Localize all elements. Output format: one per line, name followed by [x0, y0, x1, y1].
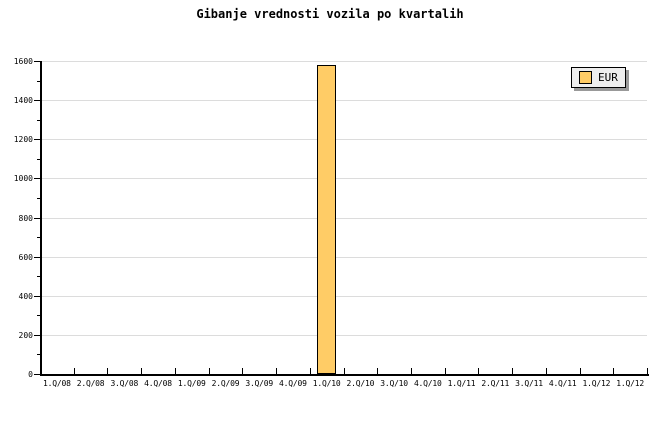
x-tick-13	[478, 368, 480, 374]
y-tick-major-1600	[34, 61, 40, 62]
x-axis-line	[40, 374, 649, 376]
x-tick-label-13: 2.Q/11	[481, 379, 510, 388]
y-tick-major-1400	[34, 100, 40, 102]
y-tick-major-800	[34, 217, 40, 219]
y-tick-label-1200: 1200	[13, 135, 33, 145]
gridline-y400	[42, 295, 647, 297]
x-tick-label-15: 4.Q/11	[548, 379, 577, 388]
gridline-y1600	[42, 61, 647, 62]
x-tick-label-14: 3.Q/11	[515, 379, 543, 388]
x-tick-label-10: 3.Q/10	[380, 379, 408, 388]
x-tick-7	[276, 368, 278, 374]
x-tick-label-0: 1.Q/08	[43, 379, 71, 388]
y-tick-minor-1500	[37, 80, 40, 82]
y-tick-major-400	[34, 295, 40, 297]
legend: EUR	[571, 67, 626, 88]
y-tick-major-600	[34, 256, 40, 258]
x-tick-label-7: 4.Q/09	[279, 379, 307, 388]
x-tick-17	[613, 368, 615, 374]
x-tick-8	[309, 368, 311, 374]
y-tick-minor-300	[37, 315, 40, 317]
x-tick-2	[107, 368, 109, 374]
gridline-y200	[42, 334, 647, 336]
y-axis-line	[40, 61, 42, 376]
y-tick-label-1400: 1400	[13, 96, 33, 106]
legend-label-eur: EUR	[598, 70, 618, 84]
gridline-y600	[42, 256, 647, 258]
gridline-y1000	[42, 178, 647, 180]
x-tick-6	[242, 368, 244, 374]
x-tick-label-11: 4.Q/10	[413, 379, 442, 388]
y-tick-minor-100	[37, 354, 40, 356]
x-tick-label-4: 1.Q/09	[177, 379, 206, 388]
x-tick-12	[444, 368, 446, 374]
y-tick-label-200: 200	[18, 330, 33, 340]
y-tick-label-1600: 1600	[13, 57, 33, 66]
x-tick-label-12: 1.Q/11	[447, 379, 476, 388]
x-tick-14	[512, 368, 514, 374]
x-tick-label-6: 3.Q/09	[245, 379, 274, 388]
x-tick-label-16: 1.Q/12	[582, 379, 611, 388]
y-tick-minor-900	[37, 197, 40, 199]
x-tick-label-2: 3.Q/08	[110, 379, 139, 388]
y-tick-major-1000	[34, 178, 40, 180]
x-tick-1	[73, 368, 75, 374]
gridline-y1400	[42, 100, 647, 102]
x-tick-3	[141, 368, 143, 374]
x-tick-18	[647, 368, 648, 374]
x-tick-5	[208, 368, 210, 374]
x-tick-10	[377, 368, 379, 374]
x-tick-16	[579, 368, 581, 374]
y-tick-label-0: 0	[28, 370, 33, 379]
y-tick-minor-1100	[37, 158, 40, 160]
bar-1q10	[317, 64, 337, 374]
y-tick-minor-700	[37, 237, 40, 239]
gridline-y800	[42, 217, 647, 219]
y-tick-minor-1300	[37, 119, 40, 121]
chart-title: Gibanje vrednosti vozila po kvartalih	[196, 7, 464, 21]
y-tick-label-800: 800	[18, 213, 33, 223]
x-tick-11	[410, 368, 412, 374]
x-tick-label-5: 2.Q/09	[211, 379, 240, 388]
x-tick-label-9: 2.Q/10	[346, 379, 375, 388]
legend-swatch-eur	[579, 71, 592, 84]
y-tick-major-0	[34, 374, 40, 375]
y-tick-label-400: 400	[18, 291, 33, 301]
y-tick-label-600: 600	[18, 252, 33, 262]
x-tick-4	[174, 368, 176, 374]
x-tick-15	[545, 368, 547, 374]
x-tick-9	[343, 368, 345, 374]
gridline-y1200	[42, 139, 647, 141]
x-tick-label-3: 4.Q/08	[144, 379, 172, 388]
y-tick-major-200	[34, 334, 40, 336]
x-tick-label-17: 1.Q/12	[616, 379, 644, 388]
y-tick-label-1000: 1000	[13, 174, 33, 184]
y-tick-major-1200	[34, 139, 40, 141]
y-tick-minor-500	[37, 276, 40, 278]
x-tick-label-8: 1.Q/10	[312, 379, 341, 388]
x-tick-label-1: 2.Q/08	[76, 379, 105, 388]
